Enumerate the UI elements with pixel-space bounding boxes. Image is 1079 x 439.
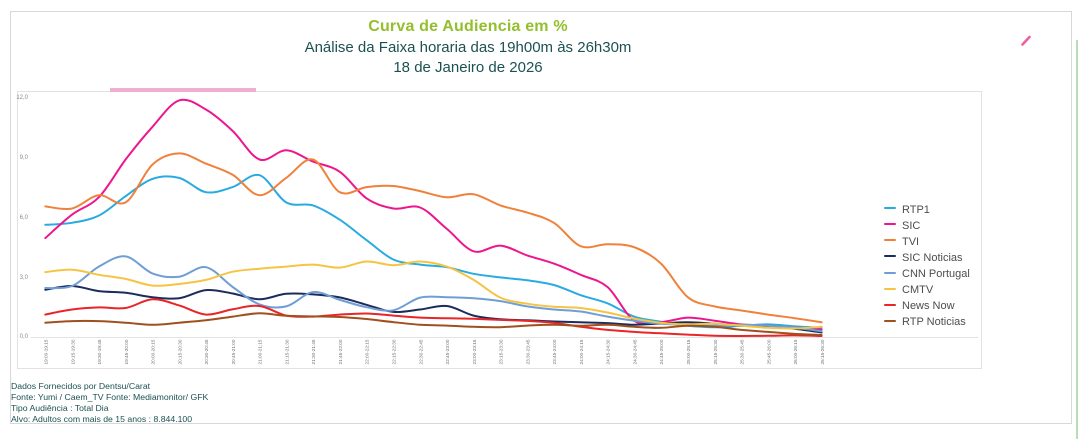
svg-text:22:15-22:30: 22:15-22:30 xyxy=(392,339,397,364)
svg-text:25:30-25:45: 25:30-25:45 xyxy=(740,339,745,364)
svg-text:20:45-21:00: 20:45-21:00 xyxy=(231,339,236,364)
svg-text:19:30-19:45: 19:30-19:45 xyxy=(97,339,102,364)
svg-text:21:45-22:00: 21:45-22:00 xyxy=(338,339,343,364)
svg-text:25:00-25:15: 25:00-25:15 xyxy=(686,339,691,364)
svg-text:21:00-21:15: 21:00-21:15 xyxy=(258,339,263,364)
svg-text:24:00-24:15: 24:00-24:15 xyxy=(579,339,584,364)
svg-text:22:30-22:45: 22:30-22:45 xyxy=(418,339,423,364)
svg-text:24:15-24:30: 24:15-24:30 xyxy=(606,339,611,364)
svg-text:23:00-23:15: 23:00-23:15 xyxy=(472,339,477,364)
svg-text:20:00-20:15: 20:00-20:15 xyxy=(151,339,156,364)
svg-text:26:00-26:15: 26:00-26:15 xyxy=(793,339,798,364)
svg-text:22:00-22:15: 22:00-22:15 xyxy=(365,339,370,364)
svg-text:21:15-21:30: 21:15-21:30 xyxy=(284,339,289,364)
svg-text:23:15-23:30: 23:15-23:30 xyxy=(499,339,504,364)
svg-text:20:30-20:45: 20:30-20:45 xyxy=(204,339,209,364)
svg-text:19:15-19:30: 19:15-19:30 xyxy=(70,339,75,364)
svg-text:22:45-23:00: 22:45-23:00 xyxy=(445,339,450,364)
svg-text:19:00-19:15: 19:00-19:15 xyxy=(44,339,49,364)
svg-text:24:45-25:00: 24:45-25:00 xyxy=(659,339,664,364)
svg-text:25:15-25:30: 25:15-25:30 xyxy=(713,339,718,364)
svg-text:24:30-24:45: 24:30-24:45 xyxy=(632,339,637,364)
svg-text:19:45-20:00: 19:45-20:00 xyxy=(124,339,129,364)
svg-text:26:15-26:30: 26:15-26:30 xyxy=(820,339,825,364)
svg-text:23:45-24:00: 23:45-24:00 xyxy=(552,339,557,364)
svg-text:21:30-21:45: 21:30-21:45 xyxy=(311,339,316,364)
svg-text:25:45-26:00: 25:45-26:00 xyxy=(766,339,771,364)
svg-text:20:15-20:30: 20:15-20:30 xyxy=(177,339,182,364)
svg-text:23:30-23:45: 23:30-23:45 xyxy=(525,339,530,364)
